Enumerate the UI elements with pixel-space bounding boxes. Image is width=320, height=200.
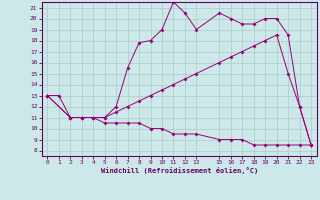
X-axis label: Windchill (Refroidissement éolien,°C): Windchill (Refroidissement éolien,°C) — [100, 167, 258, 174]
